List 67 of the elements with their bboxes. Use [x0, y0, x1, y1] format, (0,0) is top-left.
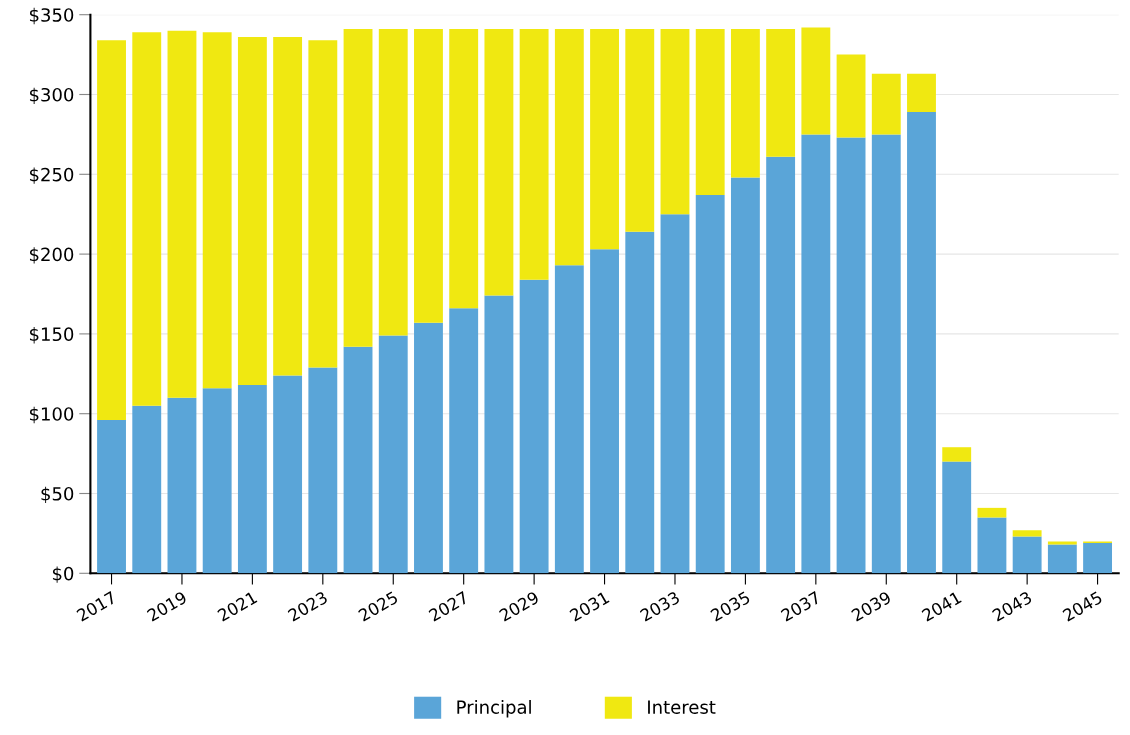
bar: [660, 29, 690, 215]
y-tick-label: $200: [29, 247, 74, 264]
bar: [871, 73, 901, 135]
bar: [308, 367, 338, 574]
bar: [202, 32, 232, 389]
bar: [519, 29, 549, 280]
bar: [942, 447, 972, 462]
bar: [836, 54, 866, 138]
bar: [449, 29, 479, 309]
bar: [343, 346, 373, 574]
bar: [766, 29, 796, 157]
bar: [801, 134, 831, 574]
bar: [766, 156, 796, 574]
bar: [907, 112, 936, 574]
bar: [132, 32, 162, 406]
bar: [414, 29, 443, 323]
bar: [730, 177, 760, 574]
bar: [237, 384, 267, 574]
bar: [97, 420, 126, 574]
bar: [625, 231, 655, 574]
bar: [1083, 542, 1113, 574]
bar: [343, 29, 373, 347]
bar: [942, 461, 972, 574]
bar: [660, 214, 690, 574]
bar: [378, 29, 408, 336]
y-tick-label: $350: [29, 7, 74, 25]
bar: [1012, 536, 1042, 574]
y-tick-label: $300: [29, 87, 74, 105]
bar: [273, 37, 303, 376]
bar: [836, 137, 866, 574]
bar: [484, 29, 514, 296]
bar: [273, 375, 303, 574]
bar: [167, 30, 197, 398]
bar: [977, 517, 1007, 574]
bar: [1047, 544, 1077, 574]
bar: [730, 29, 760, 178]
legend-label: Interest: [648, 700, 716, 714]
bar: [378, 335, 408, 574]
bar: [554, 29, 584, 266]
bar: [625, 29, 655, 232]
bar: [519, 279, 549, 574]
bar: [695, 195, 725, 574]
legend-label: Principal: [457, 699, 531, 718]
bar: [484, 295, 514, 574]
bar: [1012, 530, 1042, 537]
bar: [308, 40, 338, 368]
bar: [449, 308, 479, 574]
y-tick-label: $250: [29, 167, 74, 184]
y-tick-label: $100: [29, 406, 74, 424]
bar: [237, 37, 267, 385]
y-tick-label: $0: [52, 566, 74, 583]
bar: [1047, 541, 1077, 545]
bar: [801, 27, 831, 135]
bar: [871, 134, 901, 574]
bar: [414, 322, 443, 574]
bar: [167, 397, 197, 574]
bar: [590, 249, 619, 574]
bar: [695, 29, 725, 196]
bar: [132, 405, 162, 574]
bar: [907, 73, 936, 113]
bar: [97, 40, 126, 421]
bar: [590, 29, 619, 250]
bar: [977, 507, 1007, 518]
bar: [202, 388, 232, 574]
y-tick-label: $150: [29, 327, 74, 344]
y-tick-label: $50: [41, 486, 74, 504]
bar: [554, 265, 584, 574]
